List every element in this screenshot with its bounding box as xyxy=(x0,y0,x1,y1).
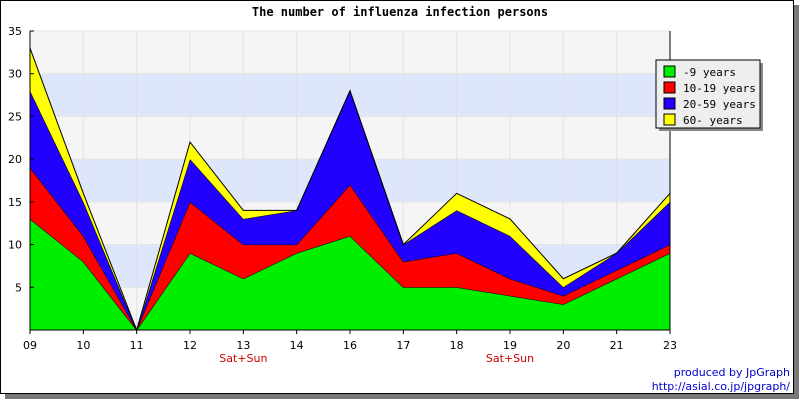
y-tick-label-10: 10 xyxy=(8,239,22,252)
x-tick-label-17: 17 xyxy=(396,339,410,352)
y-tick-label-30: 30 xyxy=(8,68,22,81)
y-tick-label-5: 5 xyxy=(15,281,22,294)
x-tick-label-20: 20 xyxy=(556,339,570,352)
legend-swatch-2 xyxy=(663,97,676,110)
legend-label-2: 20-59 years xyxy=(683,98,756,111)
credit-link[interactable]: http://asial.co.jp/jpgraph/ xyxy=(651,380,790,393)
x-tick-label-12: 12 xyxy=(183,339,197,352)
x-tick-label-10: 10 xyxy=(76,339,90,352)
area-series-0 xyxy=(30,218,670,330)
legend-label-1: 10-19 years xyxy=(683,82,756,95)
area-series-2 xyxy=(30,90,670,330)
weekend-label-13: Sat+Sun xyxy=(219,352,267,365)
legend-swatch-1 xyxy=(663,81,676,94)
legend-label-0: -9 years xyxy=(683,66,736,79)
credit-text: produced by JpGraph xyxy=(673,366,790,379)
legend-label-3: 60- years xyxy=(683,114,743,127)
legend-swatch-0 xyxy=(663,65,676,78)
legend-swatch-3 xyxy=(663,113,676,126)
x-tick-label-16: 16 xyxy=(343,339,357,352)
chart-title: The number of influenza infection person… xyxy=(252,5,548,19)
legend: -9 years 10-19 years 20-59 years 60- years xyxy=(655,59,763,131)
weekend-label-19: Sat+Sun xyxy=(486,352,534,365)
y-tick-label-20: 20 xyxy=(8,153,22,166)
x-tick-label-21: 21 xyxy=(610,339,624,352)
y-tick-label-25: 25 xyxy=(8,110,22,123)
y-tick-labels: 5 10 15 20 25 30 35 xyxy=(8,25,34,294)
x-tick-label-11: 11 xyxy=(130,339,144,352)
x-tick-label-13: 13 xyxy=(236,339,250,352)
x-tick-label-19: 19 xyxy=(503,339,517,352)
y-tick-label-35: 35 xyxy=(8,25,22,38)
x-tick-label-23: 23 xyxy=(663,339,677,352)
x-tick-label-18: 18 xyxy=(450,339,464,352)
x-tick-label-14: 14 xyxy=(290,339,304,352)
area-series-1 xyxy=(30,167,670,330)
y-tick-label-15: 15 xyxy=(8,196,22,209)
x-tick-label-09: 09 xyxy=(23,339,37,352)
